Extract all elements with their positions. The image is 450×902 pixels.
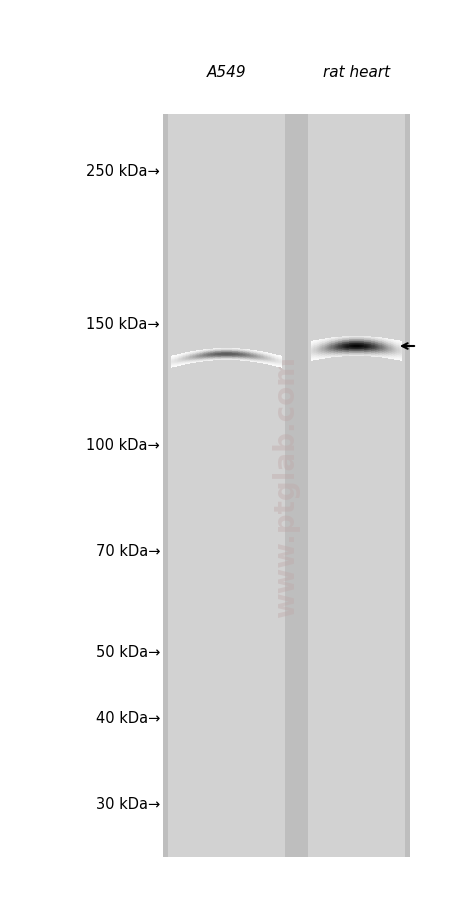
- Text: www.ptglab.com: www.ptglab.com: [273, 355, 301, 617]
- Text: 250 kDa→: 250 kDa→: [86, 164, 160, 179]
- Text: 100 kDa→: 100 kDa→: [86, 437, 160, 452]
- Text: A549: A549: [207, 65, 246, 80]
- Text: 150 kDa→: 150 kDa→: [86, 317, 160, 331]
- Text: rat heart: rat heart: [323, 65, 390, 80]
- Text: 70 kDa→: 70 kDa→: [95, 544, 160, 558]
- Text: 50 kDa→: 50 kDa→: [95, 644, 160, 659]
- Bar: [163, 115, 410, 857]
- Bar: [308, 115, 405, 857]
- Bar: [168, 115, 285, 857]
- Text: 40 kDa→: 40 kDa→: [95, 711, 160, 726]
- Text: 30 kDa→: 30 kDa→: [96, 796, 160, 812]
